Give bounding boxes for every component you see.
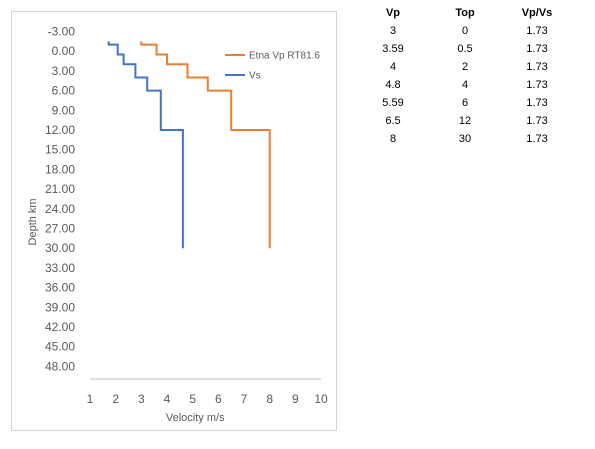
y-tick-label: 9.00	[52, 103, 76, 117]
x-tick-label: 4	[164, 392, 171, 406]
table-cell-vp-vs: 1.73	[526, 79, 548, 91]
table-cell-top: 0.5	[457, 43, 473, 55]
table-cell-vp: 6.5	[385, 115, 401, 127]
x-tick-label: 1	[87, 392, 94, 406]
y-tick-label: 48.00	[45, 359, 75, 373]
y-tick-label: 12.00	[45, 123, 75, 137]
table-header-row: Vp Top Vp/Vs	[362, 4, 568, 22]
x-tick-label: 10	[314, 392, 328, 406]
table-row: 4 2 1.73	[362, 58, 568, 76]
velocity-depth-chart: -3.00 0.00 3.00 6.00 9.00 12.00 15.00 18.00 21.0…	[27, 25, 328, 425]
table-header-vp-vs: Vp/Vs	[521, 7, 553, 19]
table-cell-vp-vs: 1.73	[526, 97, 548, 109]
table-cell-top: 0	[461, 25, 469, 37]
table-row: 3 0 1.73	[362, 22, 568, 40]
chart-area: -3.00 0.00 3.00 6.00 9.00 12.00 15.00 18.00 21.0…	[11, 11, 337, 431]
table-cell-vp: 3.59	[382, 43, 404, 55]
y-tick-label: 27.00	[45, 222, 75, 236]
table-header-top: Top	[455, 7, 475, 19]
legend-label-vp: Etna Vp RT81.6	[249, 51, 320, 62]
y-tick-label: -3.00	[48, 25, 76, 39]
table-cell-top: 2	[461, 61, 469, 73]
table-cell-vp: 4	[389, 61, 397, 73]
x-tick-label: 6	[215, 392, 222, 406]
table-cell-vp-vs: 1.73	[526, 133, 548, 145]
y-tick-label: 0.00	[52, 44, 76, 58]
table-row: 3.59 0.5 1.73	[362, 40, 568, 58]
y-tick-label: 18.00	[45, 162, 75, 176]
table-cell-top: 4	[461, 79, 469, 91]
table-header-vp: Vp	[385, 7, 401, 19]
y-tick-label: 3.00	[52, 64, 76, 78]
y-tick-label: 24.00	[45, 202, 75, 216]
table-cell-vp-vs: 1.73	[526, 61, 548, 73]
y-tick-label: 39.00	[45, 300, 75, 314]
series-line-vp	[140, 41, 271, 249]
table-row: 5.59 6 1.73	[362, 94, 568, 112]
x-tick-label: 9	[292, 392, 299, 406]
x-tick-label: 8	[266, 392, 273, 406]
table-row: 6.5 12 1.73	[362, 112, 568, 130]
x-axis-title: Velocity m/s	[166, 412, 225, 424]
x-tick-label: 7	[241, 392, 248, 406]
x-tick-label: 3	[138, 392, 145, 406]
table-row: 4.8 4 1.73	[362, 76, 568, 94]
velocity-table: Vp Top Vp/Vs 3 0 1.73 3.59 0.5 1.73 4 2 …	[362, 4, 568, 148]
table-cell-vp-vs: 1.73	[526, 115, 548, 127]
y-axis-title: Depth km	[27, 198, 39, 245]
series-line-vs	[107, 41, 184, 249]
legend-label-vs: Vs	[249, 71, 261, 82]
table-cell-vp-vs: 1.73	[526, 25, 548, 37]
y-tick-label: 33.00	[45, 261, 75, 275]
y-tick-label: 6.00	[52, 84, 76, 98]
y-tick-label: 36.00	[45, 281, 75, 295]
table-cell-vp: 3	[389, 25, 397, 37]
table-cell-top: 12	[458, 115, 472, 127]
y-tick-label: 42.00	[45, 320, 75, 334]
table-cell-vp: 8	[389, 133, 397, 145]
x-tick-label: 5	[189, 392, 196, 406]
y-tick-label: 21.00	[45, 182, 75, 196]
table-cell-top: 30	[458, 133, 472, 145]
y-tick-label: 30.00	[45, 241, 75, 255]
table-cell-vp-vs: 1.73	[526, 43, 548, 55]
y-tick-label: 45.00	[45, 340, 75, 354]
y-tick-label: 15.00	[45, 143, 75, 157]
table-row: 8 30 1.73	[362, 130, 568, 148]
table-cell-vp: 4.8	[385, 79, 401, 91]
table-cell-vp: 5.59	[382, 97, 404, 109]
table-cell-top: 6	[461, 97, 469, 109]
x-tick-label: 2	[112, 392, 119, 406]
